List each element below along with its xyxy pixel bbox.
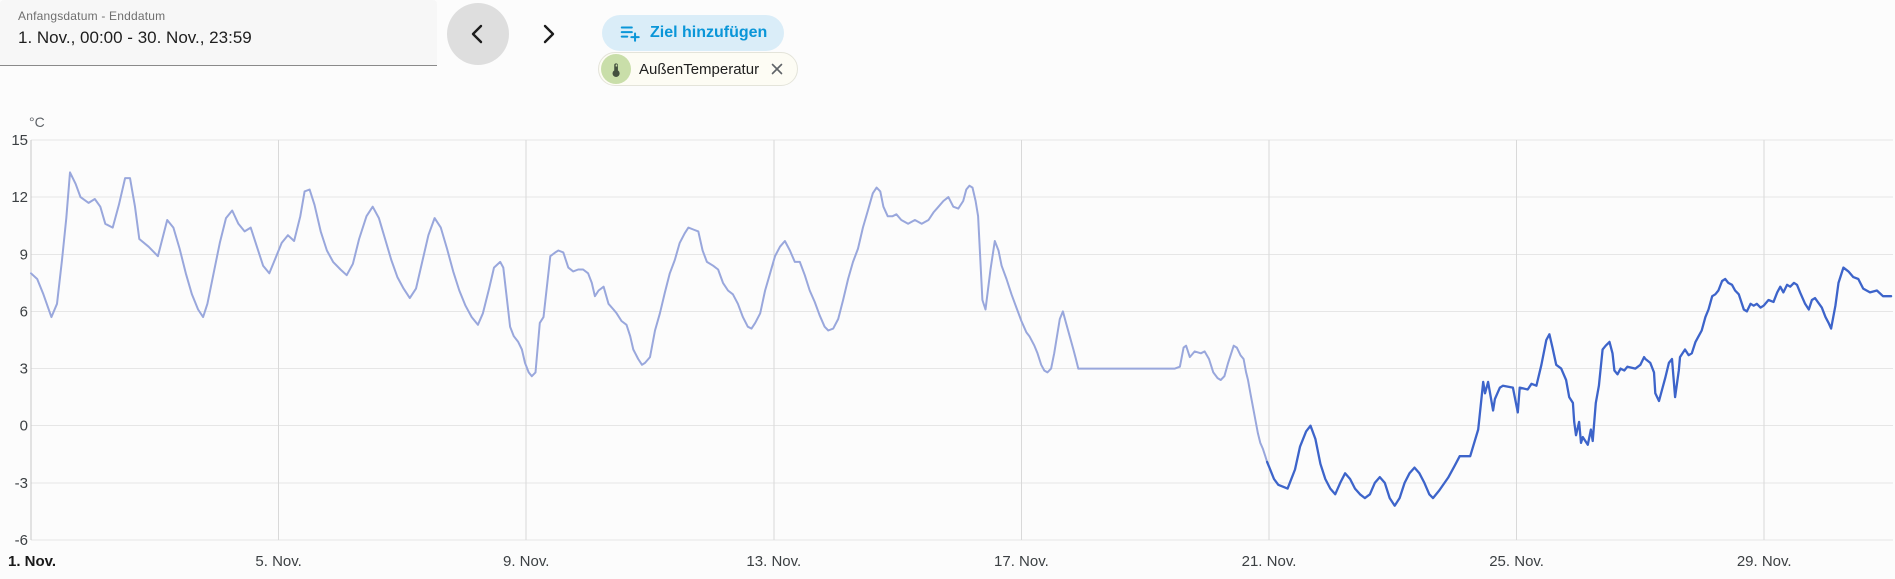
y-axis-tick-label: 12 <box>11 189 28 206</box>
y-axis-tick-label: 9 <box>20 246 28 263</box>
chevron-right-icon <box>537 23 559 45</box>
x-axis-tick-label: 29. Nov. <box>1737 553 1792 570</box>
x-axis-tick-label: 5. Nov. <box>255 553 301 570</box>
add-target-label: Ziel hinzufügen <box>650 24 768 41</box>
previous-period-button[interactable] <box>447 3 509 65</box>
temperature-series-dark <box>1265 266 1893 507</box>
date-range-label: Anfangsdatum - Enddatum <box>18 9 166 23</box>
add-target-button[interactable]: Ziel hinzufügen <box>602 15 785 51</box>
y-axis-tick-label: -3 <box>15 475 28 492</box>
y-axis-tick-label: 15 <box>11 132 28 149</box>
x-axis-tick-label: 21. Nov. <box>1242 553 1297 570</box>
temperature-series-light <box>30 171 1269 463</box>
y-axis-unit-label: °C <box>29 114 45 130</box>
next-period-button[interactable] <box>517 3 579 65</box>
y-axis-tick-label: 0 <box>20 418 28 435</box>
x-axis-tick-label: 1. Nov. <box>8 553 56 570</box>
date-range-value: 1. Nov., 00:00 - 30. Nov., 23:59 <box>18 28 252 47</box>
sensor-chip-label: AußenTemperatur <box>639 60 760 78</box>
date-range-field[interactable]: Anfangsdatum - Enddatum 1. Nov., 00:00 -… <box>0 0 437 66</box>
y-axis-tick-label: -6 <box>15 532 28 549</box>
y-axis-tick-label: 6 <box>20 303 28 320</box>
x-axis-tick-label: 13. Nov. <box>746 553 801 570</box>
x-axis-tick-label: 17. Nov. <box>994 553 1049 570</box>
thermometer-icon <box>608 61 625 78</box>
sensor-avatar <box>601 54 631 84</box>
sensor-chip[interactable]: AußenTemperatur <box>598 52 799 86</box>
chip-close-button[interactable] <box>767 59 787 79</box>
playlist-plus-icon <box>619 22 641 44</box>
y-axis-tick-label: 3 <box>20 361 28 378</box>
x-axis-tick-label: 25. Nov. <box>1489 553 1544 570</box>
chevron-left-icon <box>467 23 489 45</box>
close-icon <box>770 62 784 76</box>
x-axis-tick-label: 9. Nov. <box>503 553 549 570</box>
